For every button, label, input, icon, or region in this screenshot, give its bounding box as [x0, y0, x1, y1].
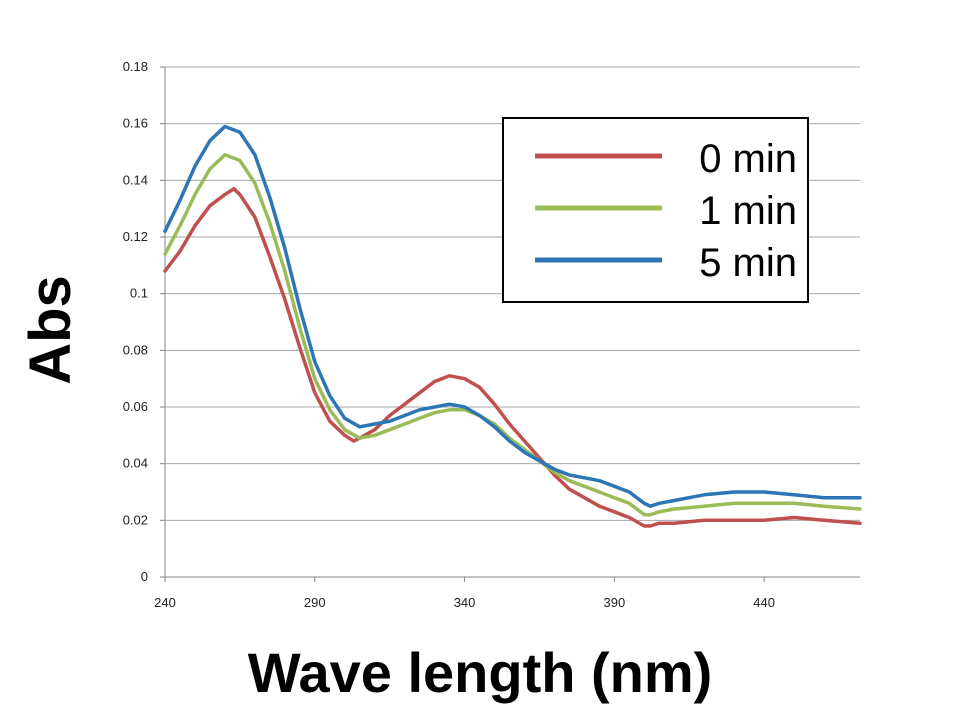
y-tick-label: 0.1 [130, 286, 148, 301]
legend-label-1-min: 1 min [699, 189, 797, 233]
y-tick-label: 0.02 [123, 512, 148, 527]
series-line-5-min [163, 124, 862, 508]
legend: 0 min 1 min 5 min [502, 117, 809, 303]
legend-label-0-min: 0 min [699, 137, 797, 181]
x-tick-label: 390 [604, 595, 626, 610]
x-axis-title: Wave length (nm) [248, 641, 713, 704]
y-tick-label: 0.18 [123, 59, 148, 74]
y-axis-title: Abs [18, 275, 83, 385]
x-tick-label: 240 [154, 595, 176, 610]
y-tick-label: 0.14 [123, 172, 148, 187]
y-tick-label: 0 [141, 569, 148, 584]
y-tick-label: 0.06 [123, 399, 148, 414]
y-tick-label: 0.12 [123, 229, 148, 244]
axes [160, 66, 860, 582]
y-tick-label: 0.04 [123, 456, 148, 471]
x-tick-label: 440 [753, 595, 775, 610]
y-tick-label: 0.16 [123, 116, 148, 131]
x-axis-tick-labels: 240 290 340 390 440 [154, 595, 775, 610]
series-line-0-min [163, 187, 862, 528]
y-axis-tick-labels: 0 0.02 0.04 0.06 0.08 0.1 0.12 0.14 0.16 0.18 [123, 59, 148, 584]
legend-label-5-min: 5 min [699, 241, 797, 285]
x-tick-label: 290 [304, 595, 326, 610]
series-lines [163, 124, 862, 528]
x-tick-label: 340 [454, 595, 476, 610]
y-tick-label: 0.08 [123, 342, 148, 357]
